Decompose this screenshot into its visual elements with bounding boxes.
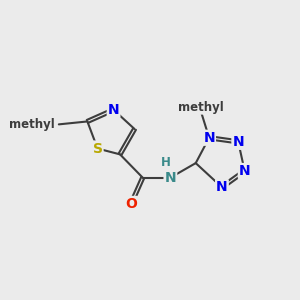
Text: H: H	[161, 156, 171, 169]
Text: N: N	[108, 103, 119, 117]
Text: methyl: methyl	[178, 101, 224, 114]
Text: N: N	[203, 131, 215, 145]
Text: N: N	[216, 180, 228, 194]
Text: S: S	[93, 142, 103, 155]
Text: N: N	[239, 164, 250, 178]
Text: N: N	[232, 135, 244, 149]
Text: O: O	[125, 197, 137, 211]
Text: methyl: methyl	[9, 118, 55, 131]
Text: N: N	[165, 171, 176, 185]
